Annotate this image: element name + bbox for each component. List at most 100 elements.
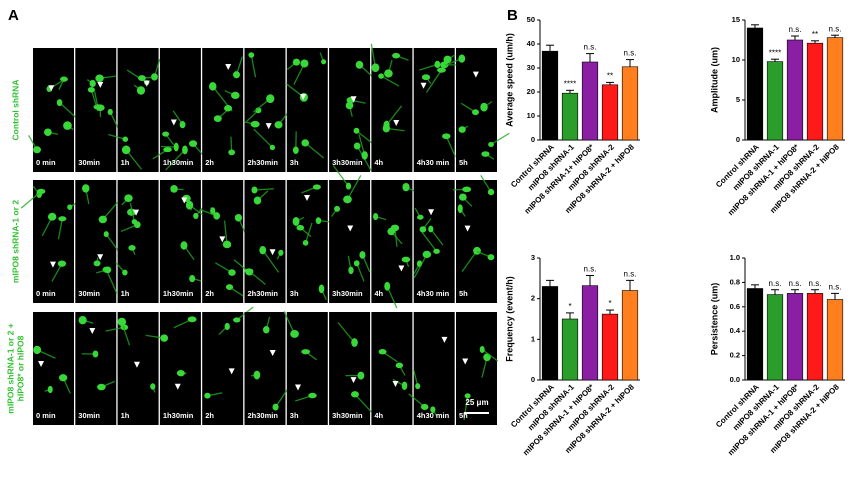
cell <box>224 105 232 111</box>
microscopy-frame <box>202 48 243 172</box>
time-label: 3h30min <box>332 289 363 298</box>
significance-label: * <box>568 302 571 311</box>
time-label: 5h <box>459 158 468 167</box>
microscopy-frame <box>414 48 455 172</box>
cell <box>462 187 471 193</box>
cell <box>481 151 489 157</box>
cell <box>372 63 380 72</box>
cell <box>151 73 158 80</box>
cell <box>225 323 230 330</box>
row-label: mIPO8 shRNA-1 or 2 + <box>5 323 15 413</box>
y-axis-label: Persistence (um) <box>709 283 719 356</box>
y-tick-label: 5 <box>736 95 740 104</box>
cell <box>162 131 169 136</box>
microscopy-frame <box>75 180 116 303</box>
bar <box>807 293 823 380</box>
cell <box>104 231 109 237</box>
cell <box>82 184 90 192</box>
y-tick-label: 0 <box>736 135 740 144</box>
cell <box>67 204 72 210</box>
cell <box>273 404 279 411</box>
cell <box>278 250 283 256</box>
bar <box>787 293 803 380</box>
cell <box>186 201 193 210</box>
microscopy-frame <box>33 180 74 303</box>
microscopy-frame <box>202 312 243 425</box>
cell <box>402 257 411 263</box>
y-tick-label: 40 <box>527 39 535 48</box>
cell <box>297 225 305 231</box>
cell <box>33 346 41 354</box>
cell <box>458 204 463 213</box>
significance-label: n.s. <box>624 269 637 278</box>
cell <box>266 94 274 103</box>
bar <box>562 93 578 140</box>
cell <box>58 261 66 267</box>
cell <box>134 221 141 228</box>
y-tick-label: 3 <box>531 253 535 262</box>
bar <box>827 38 843 140</box>
y-tick-label: 0.6 <box>730 302 740 311</box>
cell <box>93 350 99 357</box>
y-tick-label: 20 <box>527 87 535 96</box>
y-tick-label: 30 <box>527 63 535 72</box>
time-label: 0 min <box>36 289 56 298</box>
cell <box>128 245 135 251</box>
cell <box>356 61 364 69</box>
cell <box>137 86 145 95</box>
cell <box>313 184 321 189</box>
time-label: 3h30min <box>332 411 363 420</box>
significance-label: **** <box>564 79 576 88</box>
cell <box>396 363 403 369</box>
cell <box>231 92 240 99</box>
cell <box>124 194 132 202</box>
time-label: 1h30min <box>163 158 194 167</box>
cell <box>94 260 101 266</box>
time-label: 1h30min <box>163 289 194 298</box>
significance-label: ** <box>607 72 613 81</box>
cell <box>104 267 111 274</box>
bar <box>747 28 763 140</box>
bar <box>542 51 558 140</box>
time-label: 1h30min <box>163 411 194 420</box>
cell <box>458 55 465 63</box>
cell <box>480 103 487 112</box>
y-tick-label: 2 <box>531 294 535 303</box>
cell <box>488 254 495 260</box>
cell <box>57 99 62 106</box>
cell <box>387 228 395 235</box>
cell <box>95 74 103 82</box>
cell <box>259 246 266 254</box>
cell <box>170 185 177 193</box>
y-tick-label: 0.8 <box>730 277 740 286</box>
cell <box>204 393 210 399</box>
time-label: 0 min <box>36 411 56 420</box>
time-label: 1h <box>121 289 130 298</box>
time-label: 30min <box>78 158 100 167</box>
time-label: 2h30min <box>248 411 279 420</box>
cell <box>293 59 300 66</box>
cell <box>90 80 96 87</box>
time-label: 3h <box>290 289 299 298</box>
time-label: 4h <box>374 289 383 298</box>
microscopy-frame <box>456 312 497 425</box>
bar <box>622 291 638 380</box>
cell <box>473 247 481 255</box>
cell <box>188 316 197 322</box>
cell <box>420 226 427 232</box>
cell <box>160 334 168 341</box>
bar <box>787 40 803 140</box>
y-axis-label: Frequency (event/h) <box>504 276 514 362</box>
microscopy-frame <box>160 48 201 172</box>
bar <box>807 43 823 140</box>
cell <box>263 326 270 333</box>
y-axis-label: Average speed (um/h) <box>504 33 514 127</box>
cell <box>303 240 309 246</box>
cell <box>174 143 179 152</box>
cell <box>138 75 146 81</box>
time-label: 2h <box>205 158 214 167</box>
panel-label: A <box>8 7 19 24</box>
significance-label: n.s. <box>789 25 802 34</box>
cell <box>488 189 494 195</box>
